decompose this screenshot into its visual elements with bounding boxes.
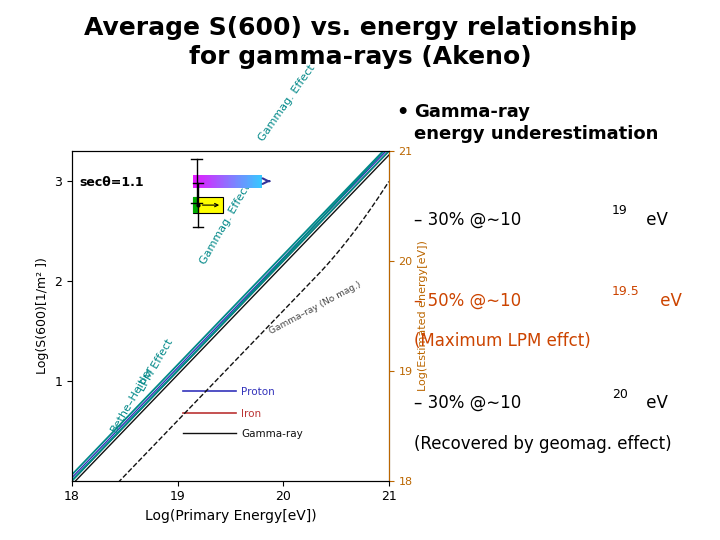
Bar [245,174,247,187]
Bar [221,174,223,187]
Bar [207,174,210,187]
Bar [235,174,237,187]
Bar [252,174,254,187]
Bar [241,174,243,187]
Bar [197,174,199,187]
Bar [253,174,256,187]
Text: eV: eV [641,211,667,228]
Text: – 50% @∼10: – 50% @∼10 [414,292,521,309]
Bar [248,174,251,187]
Text: (Maximum LPM effct): (Maximum LPM effct) [414,332,590,350]
Text: secθ=1.1: secθ=1.1 [79,176,144,189]
Text: Gammag. Effect: Gammag. Effect [199,183,253,266]
Bar [231,174,233,187]
Text: eV: eV [641,394,667,412]
Text: 20: 20 [612,388,628,401]
Bar [199,174,201,187]
Bar [226,174,228,187]
Bar [228,174,230,187]
Text: – 30% @∼10: – 30% @∼10 [414,211,521,228]
Bar [214,174,216,187]
Bar [217,174,220,187]
Y-axis label: Log(Estimated energy[eV]): Log(Estimated energy[eV]) [418,240,428,392]
Bar [219,174,221,187]
Bar [230,174,232,187]
Text: eV: eV [655,292,682,309]
Bar [209,174,211,187]
Text: Proton: Proton [241,387,275,397]
Text: Gamma-ray
energy underestimation: Gamma-ray energy underestimation [414,103,658,143]
Text: Average S(600) vs. energy relationship
for gamma-rays (Akeno): Average S(600) vs. energy relationship f… [84,16,636,69]
Text: 19.5: 19.5 [612,285,640,298]
Bar [204,174,206,187]
Bar [233,174,235,187]
Text: 19: 19 [612,204,628,217]
Text: Gammag. Effect: Gammag. Effect [257,63,317,143]
Bar [257,174,259,187]
Bar [236,174,238,187]
Bar [225,174,226,187]
Bar [202,174,204,187]
Bar [222,174,225,187]
Bar [205,174,207,187]
Text: Gamma–ray (No mag.): Gamma–ray (No mag.) [267,280,362,336]
Text: Iron: Iron [241,409,261,419]
Bar [194,197,198,213]
Text: – 30% @∼10: – 30% @∼10 [414,394,521,412]
Bar [194,197,223,213]
X-axis label: Log(Primary Energy[eV]): Log(Primary Energy[eV]) [145,509,316,523]
Bar [243,174,246,187]
Bar [216,174,218,187]
Bar [255,174,257,187]
Text: LPM Effect: LPM Effect [138,337,176,393]
Bar [247,174,248,187]
Text: Gamma-ray: Gamma-ray [241,429,302,438]
Y-axis label: Log(S(600)[1/m² ]): Log(S(600)[1/m² ]) [36,258,49,374]
Bar [212,174,215,187]
Bar [240,174,242,187]
Text: Bethe–Heitler: Bethe–Heitler [109,363,156,434]
Bar [194,174,196,187]
Bar [238,174,240,187]
Bar [195,174,197,187]
Bar [261,174,262,187]
Text: (Recovered by geomag. effect): (Recovered by geomag. effect) [414,435,672,453]
Bar [258,174,261,187]
Bar [250,174,252,187]
Bar [210,174,212,187]
Bar [200,174,202,187]
Text: •: • [396,103,408,122]
